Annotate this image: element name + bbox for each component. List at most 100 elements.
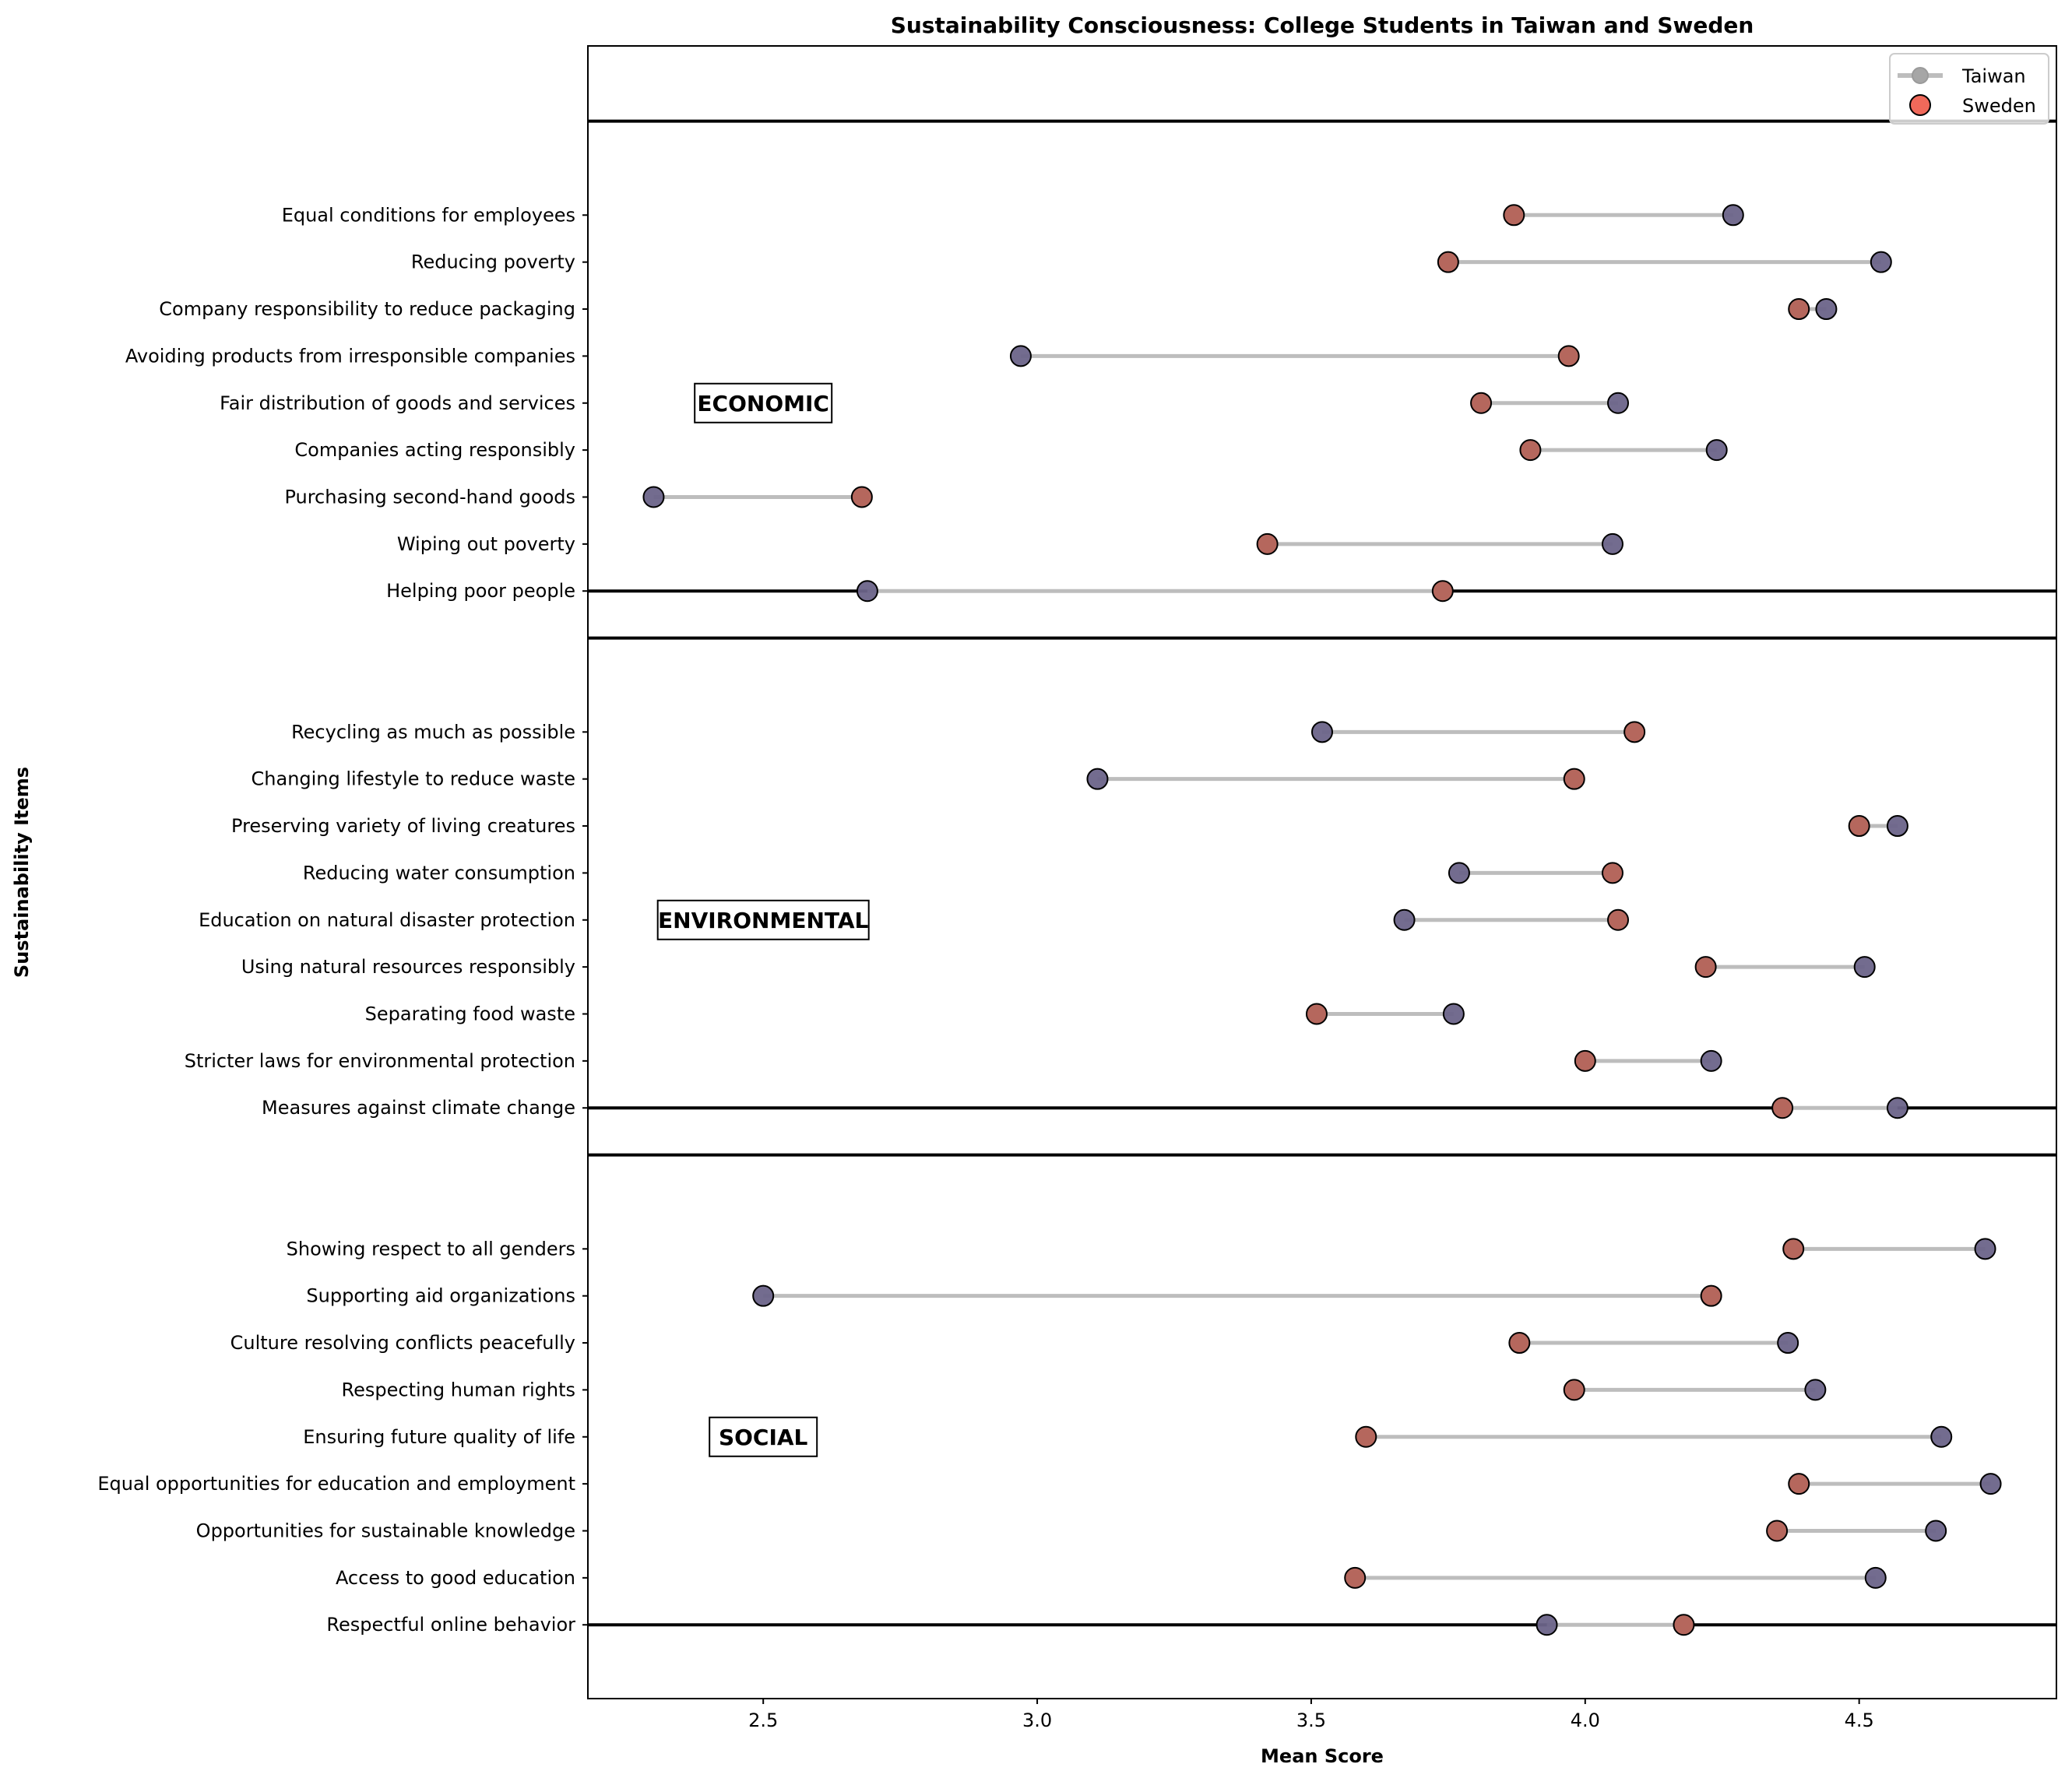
sweden-point <box>1557 345 1580 367</box>
dumbbell-row <box>1437 251 1892 273</box>
taiwan-point <box>1979 1473 2002 1495</box>
dumbbell-row <box>1848 815 1908 838</box>
legend-sweden-label: Sweden <box>1962 95 2036 117</box>
taiwan-point <box>1804 1379 1827 1401</box>
y-tick-label: Purchasing second-hand goods <box>284 486 575 508</box>
sweden-point <box>1305 1003 1328 1025</box>
sweden-point <box>1508 1332 1531 1355</box>
y-tick-label: Companies acting responsibly <box>294 439 575 461</box>
group-label-box <box>709 1416 818 1457</box>
sweden-point <box>1848 815 1870 838</box>
x-tick-label: 4.5 <box>1845 1709 1874 1731</box>
y-tick-label: Equal opportunities for education and em… <box>97 1473 575 1495</box>
y-tick-label: Wiping out poverty <box>397 533 575 555</box>
y-axis-label: Sustainability Items <box>11 767 33 978</box>
legend-sweden-marker-icon <box>1909 94 1931 116</box>
y-tick-label: Changing lifestyle to reduce waste <box>252 768 575 790</box>
taiwan-point <box>642 486 665 508</box>
taiwan-point <box>1448 862 1470 884</box>
taiwan-point <box>1705 439 1728 462</box>
plot-area: ECONOMIC ENVIRONMENTAL SOCIAL <box>588 119 2056 1636</box>
taiwan-point <box>1700 1049 1722 1072</box>
dumbbell-row <box>1574 1049 1722 1072</box>
y-tick-label: Equal conditions for employees <box>282 204 575 226</box>
y-tick-label: Avoiding products from irresponsible com… <box>125 345 575 367</box>
taiwan-point <box>1601 532 1623 555</box>
taiwan-point <box>1777 1332 1799 1355</box>
y-tick-label: Reducing water consumption <box>303 862 575 884</box>
x-tick-label: 2.5 <box>748 1709 778 1731</box>
dumbbell-row <box>1694 956 1876 979</box>
dumbbell-row <box>1311 721 1646 743</box>
group-label-box <box>656 899 870 940</box>
sweden-point <box>1788 298 1810 321</box>
y-tick-label: Using natural resources responsibly <box>241 956 575 978</box>
legend: Taiwan Sweden <box>1889 53 2049 125</box>
group-label-environmental: ENVIRONMENTAL <box>656 899 870 940</box>
sweden-point <box>1355 1425 1377 1448</box>
chart-title: Sustainability Consciousness: College St… <box>891 12 1754 38</box>
sweden-point <box>1766 1520 1789 1542</box>
dumbbell-row <box>1508 1332 1799 1355</box>
y-tick-label: Respectful online behavior <box>326 1614 575 1636</box>
taiwan-point <box>1886 815 1908 838</box>
y-tick-label: Measures against climate change <box>262 1097 575 1119</box>
y-tick-label: Education on natural disaster protection <box>199 909 575 931</box>
sweden-point <box>1607 908 1630 931</box>
y-tick-label: Preserving variety of living creatures <box>231 815 575 837</box>
y-tick-label: Respecting human rights <box>342 1379 575 1400</box>
y-tick-label: Access to good education <box>336 1567 575 1589</box>
sweden-point <box>1437 251 1459 273</box>
y-tick-label: Fair distribution of goods and services <box>220 392 575 414</box>
sweden-point <box>1344 1566 1367 1589</box>
group-label-box <box>694 382 833 423</box>
dumbbell-row <box>1782 1238 1996 1260</box>
group-label-text: ECONOMIC <box>697 391 829 416</box>
y-tick-label: Opportunities for sustainable knowledge <box>196 1520 575 1542</box>
sweden-point <box>1601 862 1623 884</box>
y-tick-label: Ensuring future quality of life <box>303 1426 575 1448</box>
dumbbell-row <box>856 580 1454 603</box>
taiwan-point <box>1815 298 1838 321</box>
x-tick-label: 3.5 <box>1296 1709 1326 1731</box>
sweden-point <box>1788 1473 1810 1495</box>
dumbbell-row <box>1503 204 1744 227</box>
sweden-point <box>850 486 873 508</box>
taiwan-point <box>1607 392 1630 414</box>
taiwan-point <box>1442 1003 1465 1025</box>
dumbbell-row <box>1470 392 1630 414</box>
taiwan-point <box>856 580 878 603</box>
y-tick-label: Showing respect to all genders <box>287 1238 575 1260</box>
legend-taiwan-label: Taiwan <box>1961 65 2026 87</box>
y-tick-label: Reducing poverty <box>411 251 575 273</box>
sweden-point <box>1519 439 1542 462</box>
group-label-text: SOCIAL <box>719 1425 808 1450</box>
taiwan-point <box>1393 908 1416 931</box>
taiwan-point <box>1853 956 1876 979</box>
y-tick-label: Stricter laws for environmental protecti… <box>185 1050 575 1072</box>
taiwan-point <box>1925 1520 1947 1542</box>
sweden-point <box>1563 1379 1585 1401</box>
sweden-point <box>1470 392 1493 414</box>
dumbbell-row <box>1519 439 1728 462</box>
y-tick-label: Separating food waste <box>365 1003 575 1024</box>
x-axis-label: Mean Score <box>1261 1745 1384 1767</box>
sweden-point <box>1700 1284 1722 1307</box>
taiwan-point <box>752 1284 775 1307</box>
y-axis: Equal conditions for employees Reducing p… <box>97 204 588 1636</box>
taiwan-point <box>1864 1566 1887 1589</box>
sweden-point <box>1431 580 1454 603</box>
dumbbell-row <box>1788 1473 2002 1495</box>
dumbbell-row <box>1563 1379 1827 1401</box>
group-label-text: ENVIRONMENTAL <box>658 908 868 933</box>
dumbbell-row <box>1766 1520 1947 1542</box>
sweden-point <box>1574 1049 1596 1072</box>
group-label-economic: ECONOMIC <box>694 382 833 423</box>
taiwan-point <box>1974 1238 1996 1260</box>
taiwan-point <box>1722 204 1744 227</box>
y-tick-label: Culture resolving conflicts peacefully <box>230 1332 575 1354</box>
sweden-point <box>1563 768 1585 790</box>
x-tick-label: 3.0 <box>1022 1709 1052 1731</box>
sweden-point <box>1673 1614 1695 1636</box>
dumbbell-row <box>1355 1425 1953 1448</box>
